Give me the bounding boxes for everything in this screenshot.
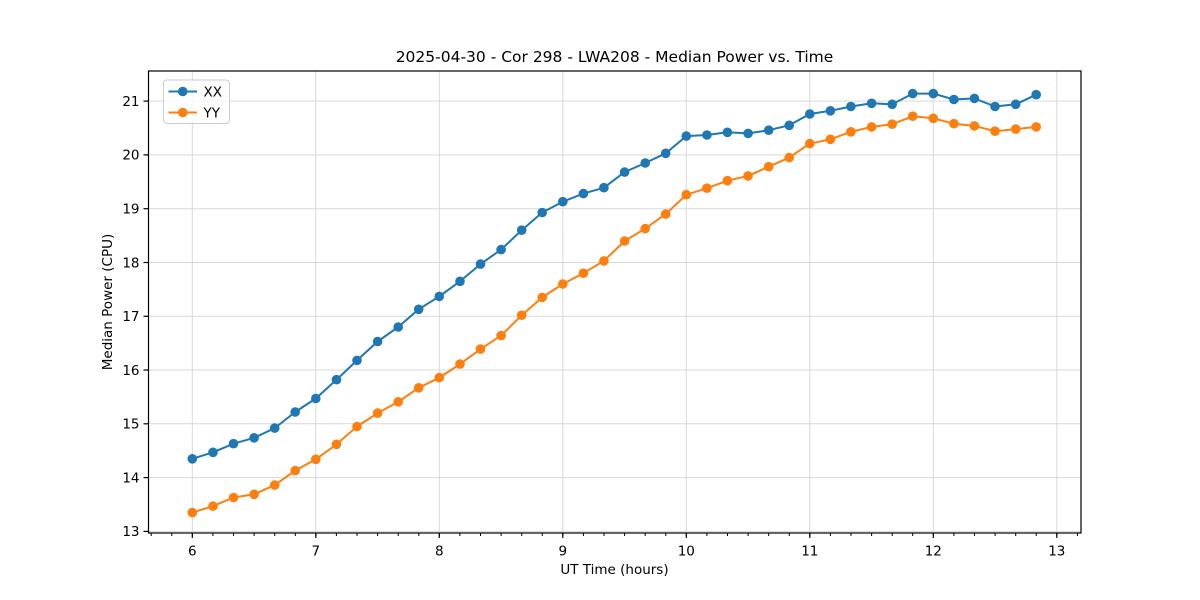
y-tick-label: 16 — [122, 363, 139, 379]
series-YY-line — [192, 115, 1037, 514]
series-YY — [187, 111, 1041, 518]
y-tick-label: 14 — [122, 470, 139, 486]
x-tick-label: 13 — [1048, 544, 1065, 560]
x-tick-label: 6 — [188, 544, 197, 560]
series-XX-markers — [187, 88, 1041, 464]
x-axis-label: UT Time (hours) — [560, 562, 669, 578]
legend-marker-YY — [177, 107, 188, 118]
legend: XX YY — [163, 79, 230, 124]
y-tick-label: 17 — [122, 309, 139, 325]
axes-box — [147, 70, 1082, 534]
x-tick-label: 11 — [801, 544, 818, 560]
y-tick-label: 18 — [122, 255, 139, 271]
legend-label-YY: YY — [203, 105, 221, 121]
chart-title: 2025-04-30 - Cor 298 - LWA208 - Median P… — [395, 48, 834, 66]
legend-marker-XX — [177, 86, 188, 97]
x-tick-label: 8 — [435, 544, 444, 560]
x-tick-label: 10 — [678, 544, 695, 560]
x-tick-label: 7 — [312, 544, 321, 560]
grid — [148, 71, 1081, 533]
y-axis-ticks — [143, 100, 149, 533]
x-tick-label: 12 — [925, 544, 942, 560]
x-tick-labels: 6 7 8 9 10 11 12 13 — [188, 544, 1065, 560]
y-tick-label: 20 — [122, 148, 139, 164]
x-axis-minor-ticks — [150, 533, 1078, 536]
y-tick-label: 21 — [122, 94, 139, 110]
x-tick-label: 9 — [559, 544, 568, 560]
series-YY-markers — [187, 111, 1041, 518]
legend-entry-YY: YY — [168, 105, 221, 121]
y-tick-label: 19 — [122, 202, 139, 218]
series-XX-line — [192, 92, 1037, 460]
legend-label-XX: XX — [204, 84, 223, 100]
y-tick-label: 13 — [122, 524, 139, 540]
legend-entry-XX: XX — [168, 84, 223, 100]
y-tick-label: 15 — [122, 417, 139, 433]
y-tick-labels: 13 14 15 16 17 18 19 20 21 — [122, 94, 139, 540]
series-XX — [187, 88, 1041, 464]
